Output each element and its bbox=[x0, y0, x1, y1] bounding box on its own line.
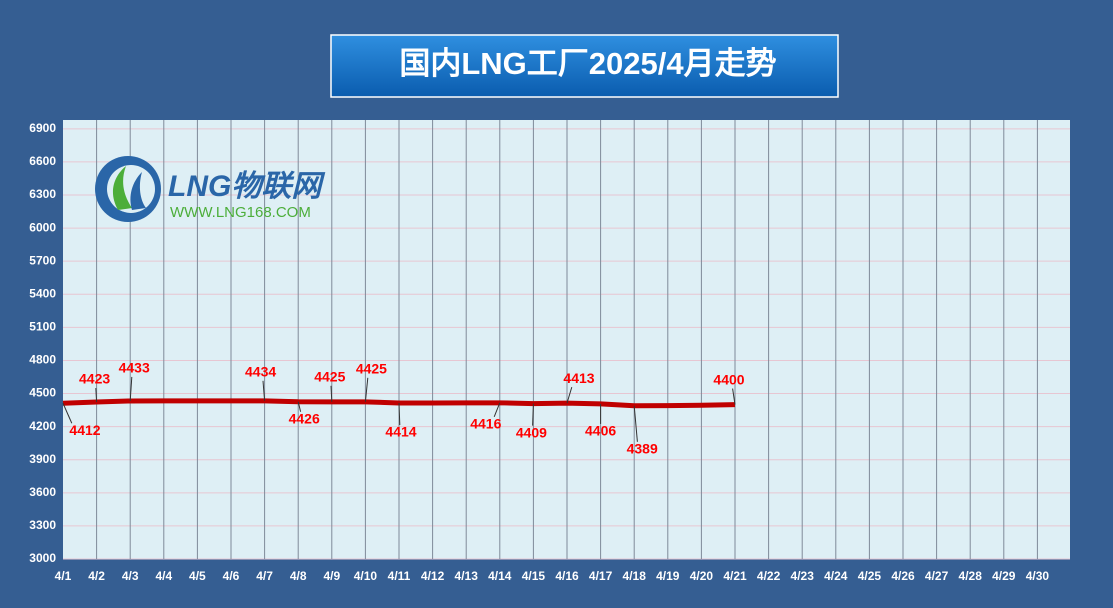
y-tick-label: 5400 bbox=[29, 286, 56, 300]
x-tick-label: 4/9 bbox=[323, 569, 340, 583]
y-tick-label: 4800 bbox=[29, 353, 56, 367]
data-label: 4434 bbox=[245, 364, 276, 380]
logo-leaf bbox=[112, 166, 132, 210]
y-tick-label: 6300 bbox=[29, 187, 56, 201]
x-tick-label: 4/10 bbox=[354, 569, 378, 583]
x-tick-label: 4/13 bbox=[455, 569, 479, 583]
leader-line bbox=[129, 376, 133, 401]
y-tick-label: 6600 bbox=[29, 154, 56, 168]
y-tick-label: 4500 bbox=[29, 386, 56, 400]
logo-url: WWW.LNG168.COM bbox=[170, 204, 311, 221]
x-tick-label: 4/3 bbox=[122, 569, 139, 583]
logo-name: LNG物联网 bbox=[168, 170, 325, 203]
leader-line bbox=[364, 377, 369, 402]
x-tick-label: 4/19 bbox=[656, 569, 680, 583]
x-tick-label: 4/18 bbox=[623, 569, 647, 583]
leader-line bbox=[262, 380, 266, 401]
y-tick-label: 5100 bbox=[29, 320, 56, 334]
x-tick-label: 4/5 bbox=[189, 569, 206, 583]
x-tick-label: 4/7 bbox=[256, 569, 273, 583]
x-tick-label: 4/4 bbox=[155, 569, 172, 583]
y-tick-label: 3000 bbox=[29, 551, 56, 565]
data-label: 4425 bbox=[356, 361, 387, 377]
x-tick-label: 4/28 bbox=[959, 569, 983, 583]
data-label: 4400 bbox=[713, 371, 744, 387]
leader-line bbox=[398, 403, 401, 426]
leader-line bbox=[62, 403, 73, 424]
logo-leaf bbox=[130, 172, 146, 210]
data-label: 4409 bbox=[516, 424, 547, 440]
x-tick-label: 4/2 bbox=[88, 569, 105, 583]
x-tick-label: 4/29 bbox=[992, 569, 1016, 583]
y-tick-label: 6900 bbox=[29, 121, 56, 135]
data-label: 4414 bbox=[385, 424, 416, 440]
x-tick-label: 4/27 bbox=[925, 569, 949, 583]
data-label: 4416 bbox=[470, 416, 501, 432]
y-tick-label: 5700 bbox=[29, 253, 56, 267]
x-tick-label: 4/21 bbox=[723, 569, 747, 583]
x-tick-label: 4/23 bbox=[791, 569, 815, 583]
x-tick-label: 4/24 bbox=[824, 569, 848, 583]
x-tick-label: 4/11 bbox=[388, 569, 411, 583]
x-tick-label: 4/15 bbox=[522, 569, 546, 583]
data-label: 4406 bbox=[585, 423, 616, 439]
y-tick-label: 3300 bbox=[29, 518, 56, 532]
x-tick-label: 4/17 bbox=[589, 569, 613, 583]
leader-line bbox=[493, 402, 501, 417]
x-tick-label: 4/16 bbox=[555, 569, 579, 583]
data-label: 4423 bbox=[79, 371, 110, 387]
x-tick-label: 4/30 bbox=[1026, 569, 1050, 583]
data-label: 4426 bbox=[289, 410, 320, 426]
data-label: 4413 bbox=[563, 370, 594, 386]
data-label: 4412 bbox=[69, 422, 100, 438]
logo: LNG物联网 WWW.LNG168.COM bbox=[95, 156, 325, 222]
leader-line bbox=[633, 405, 638, 442]
leader-line bbox=[330, 385, 333, 402]
leader-line bbox=[566, 387, 573, 404]
x-tick-label: 4/14 bbox=[488, 569, 512, 583]
y-tick-label: 4200 bbox=[29, 419, 56, 433]
x-tick-label: 4/1 bbox=[55, 569, 72, 583]
title-box bbox=[330, 34, 839, 98]
x-tick-label: 4/22 bbox=[757, 569, 781, 583]
data-label: 4425 bbox=[314, 369, 345, 385]
leader-line bbox=[297, 401, 302, 412]
x-tick-label: 4/20 bbox=[690, 569, 714, 583]
y-tick-label: 3900 bbox=[29, 452, 56, 466]
x-tick-label: 4/12 bbox=[421, 569, 445, 583]
x-tick-label: 4/26 bbox=[891, 569, 915, 583]
chart-title: 国内LNG工厂2025/4月走势 bbox=[399, 46, 776, 81]
data-label: 4433 bbox=[119, 360, 150, 376]
y-tick-label: 6000 bbox=[29, 220, 56, 234]
leader-line bbox=[732, 388, 736, 405]
leader-line bbox=[532, 403, 534, 426]
x-tick-label: 4/8 bbox=[290, 569, 307, 583]
x-tick-label: 4/25 bbox=[858, 569, 882, 583]
x-tick-label: 4/6 bbox=[223, 569, 240, 583]
leader-line bbox=[95, 388, 98, 403]
y-tick-label: 3600 bbox=[29, 485, 56, 499]
data-label: 4389 bbox=[627, 440, 658, 456]
